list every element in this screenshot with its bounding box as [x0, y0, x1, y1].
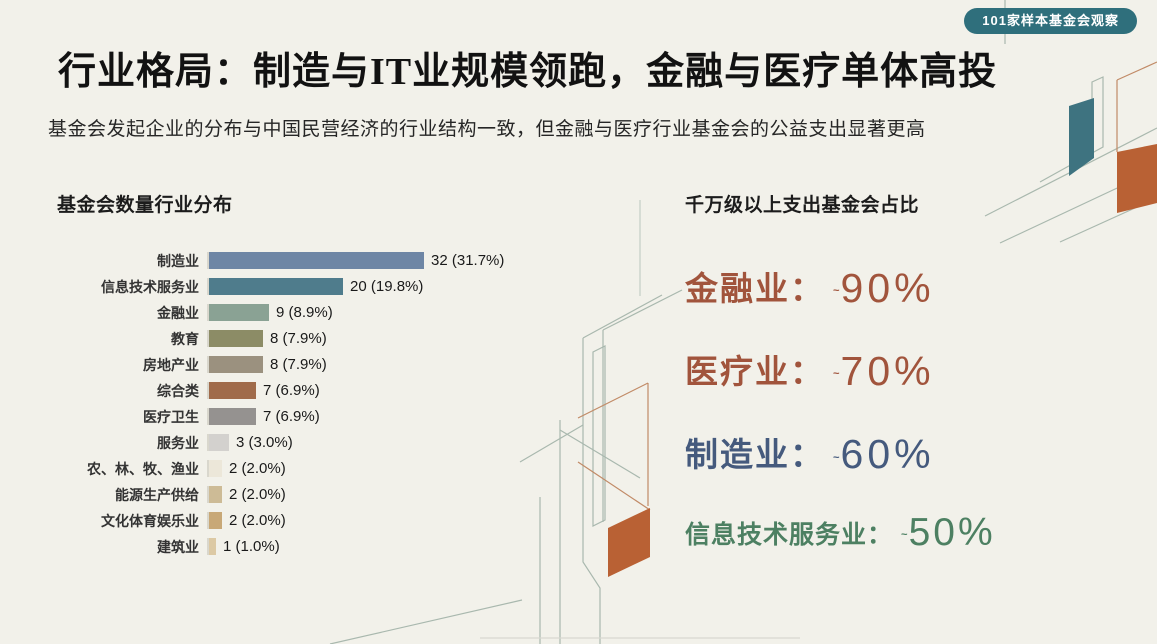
approx-tilde: ~ [833, 368, 840, 381]
approx-tilde: ~ [833, 451, 840, 464]
chart-value-label: 8 (7.9%) [270, 330, 327, 347]
chart-bar-area: 3 (3.0%) [207, 434, 517, 451]
industry-bar-chart: 制造业 32 (31.7%) 信息技术服务业 20 (19.8%) 金融业 9 (8.9%… [57, 252, 517, 564]
chart-category-label: 房地产业 [143, 356, 199, 373]
chart-bar [209, 512, 222, 529]
chart-bar [209, 382, 256, 399]
chart-bar [209, 252, 424, 269]
chart-bar [209, 434, 229, 451]
chart-bar [209, 460, 222, 477]
highlight-value: 50% [908, 511, 996, 555]
chart-bar [209, 330, 263, 347]
chart-bar-area: 8 (7.9%) [207, 356, 517, 373]
chart-row: 教育 8 (7.9%) [57, 330, 517, 347]
chart-section-title: 基金会数量行业分布 [57, 195, 233, 216]
chart-bar-area: 7 (6.9%) [207, 408, 517, 425]
chart-category-label: 教育 [171, 330, 199, 347]
chart-category-label: 制造业 [157, 252, 199, 269]
chart-bar-area: 32 (31.7%) [207, 252, 517, 269]
chart-bar [209, 278, 343, 295]
highlight-item: 信息技术服务业： ~50% [685, 511, 1155, 555]
highlight-item: 医疗业： ~70% [685, 345, 1155, 395]
chart-row: 医疗卫生 7 (6.9%) [57, 408, 517, 425]
chart-row: 文化体育娱乐业 2 (2.0%) [57, 512, 517, 529]
chart-row: 建筑业 1 (1.0%) [57, 538, 517, 555]
page-subtitle: 基金会发起企业的分布与中国民营经济的行业结构一致，但金融与医疗行业基金会的公益支… [48, 119, 926, 140]
highlight-label: 信息技术服务业： [685, 521, 894, 550]
approx-tilde: ~ [901, 528, 908, 541]
chart-bar [209, 356, 263, 373]
highlight-value: 70% [840, 348, 935, 395]
chart-bar-area: 1 (1.0%) [207, 538, 517, 555]
chart-row: 服务业 3 (3.0%) [57, 434, 517, 451]
chart-category-label: 综合类 [157, 382, 199, 399]
chart-value-label: 2 (2.0%) [229, 460, 286, 477]
chart-value-label: 7 (6.9%) [263, 382, 320, 399]
chart-bar-area: 2 (2.0%) [207, 460, 517, 477]
chart-value-label: 1 (1.0%) [223, 538, 280, 555]
highlight-label: 制造业： [685, 436, 825, 474]
chart-row: 房地产业 8 (7.9%) [57, 356, 517, 373]
sample-count-badge: 101家样本基金会观察 [964, 8, 1137, 34]
highlights-section-title: 千万级以上支出基金会占比 [685, 195, 920, 216]
chart-bar [209, 408, 256, 425]
chart-category-label: 文化体育娱乐业 [101, 512, 199, 529]
chart-bar-area: 20 (19.8%) [207, 278, 517, 295]
page-title: 行业格局：制造与IT业规模领跑，金融与医疗单体高投 [58, 51, 998, 93]
chart-category-label: 信息技术服务业 [101, 278, 199, 295]
chart-value-label: 3 (3.0%) [236, 434, 293, 451]
highlight-label: 金融业： [685, 270, 825, 307]
approx-tilde: ~ [833, 285, 840, 298]
highlight-value: 60% [840, 431, 935, 478]
chart-value-label: 20 (19.8%) [350, 278, 424, 295]
chart-bar-area: 2 (2.0%) [207, 486, 517, 503]
chart-category-label: 农、林、牧、渔业 [87, 460, 199, 477]
highlight-item: 制造业： ~60% [685, 428, 1155, 478]
chart-row: 综合类 7 (6.9%) [57, 382, 517, 399]
highlight-label: 医疗业： [685, 353, 825, 391]
chart-category-label: 能源生产供给 [115, 486, 199, 503]
chart-value-label: 2 (2.0%) [229, 512, 286, 529]
highlight-value: 90% [840, 265, 935, 312]
chart-category-label: 服务业 [157, 434, 199, 451]
chart-bar [209, 486, 222, 503]
chart-row: 信息技术服务业 20 (19.8%) [57, 278, 517, 295]
chart-bar [209, 538, 216, 555]
chart-value-label: 8 (7.9%) [270, 356, 327, 373]
highlight-list: 金融业： ~90% 医疗业： ~70% 制造业： ~60% 信息技术服务业： ~50% [685, 262, 1155, 588]
highlight-item: 金融业： ~90% [685, 262, 1155, 312]
chart-value-label: 32 (31.7%) [431, 252, 505, 269]
chart-value-label: 9 (8.9%) [276, 304, 333, 321]
chart-category-label: 医疗卫生 [143, 408, 199, 425]
chart-row: 农、林、牧、渔业 2 (2.0%) [57, 460, 517, 477]
chart-row: 制造业 32 (31.7%) [57, 252, 517, 269]
chart-bar-area: 9 (8.9%) [207, 304, 517, 321]
chart-value-label: 7 (6.9%) [263, 408, 320, 425]
chart-value-label: 2 (2.0%) [229, 486, 286, 503]
chart-row: 能源生产供给 2 (2.0%) [57, 486, 517, 503]
chart-bar-area: 8 (7.9%) [207, 330, 517, 347]
chart-bar-area: 7 (6.9%) [207, 382, 517, 399]
chart-category-label: 金融业 [157, 304, 199, 321]
chart-category-label: 建筑业 [157, 538, 199, 555]
chart-bar-area: 2 (2.0%) [207, 512, 517, 529]
chart-bar [209, 304, 269, 321]
chart-row: 金融业 9 (8.9%) [57, 304, 517, 321]
